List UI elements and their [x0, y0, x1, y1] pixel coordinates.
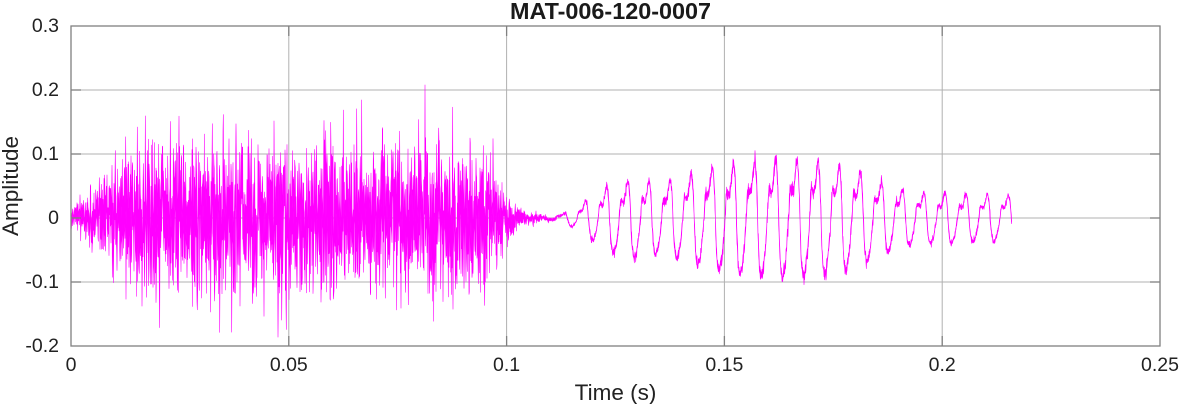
svg-text:0.3: 0.3: [32, 15, 59, 37]
svg-text:0.2: 0.2: [929, 354, 956, 376]
svg-text:MAT-006-120-0007: MAT-006-120-0007: [510, 0, 711, 24]
svg-text:0.05: 0.05: [270, 354, 308, 376]
svg-text:0: 0: [48, 207, 59, 229]
svg-text:-0.1: -0.1: [25, 271, 59, 293]
svg-text:0.1: 0.1: [493, 354, 520, 376]
svg-text:0.25: 0.25: [1141, 354, 1179, 376]
svg-text:-0.2: -0.2: [25, 335, 59, 357]
svg-text:Time (s): Time (s): [575, 380, 657, 404]
svg-text:0.15: 0.15: [705, 354, 743, 376]
svg-text:Amplitude: Amplitude: [0, 136, 23, 236]
svg-text:0.2: 0.2: [32, 79, 59, 101]
svg-text:0: 0: [66, 354, 77, 376]
svg-text:0.1: 0.1: [32, 143, 59, 165]
